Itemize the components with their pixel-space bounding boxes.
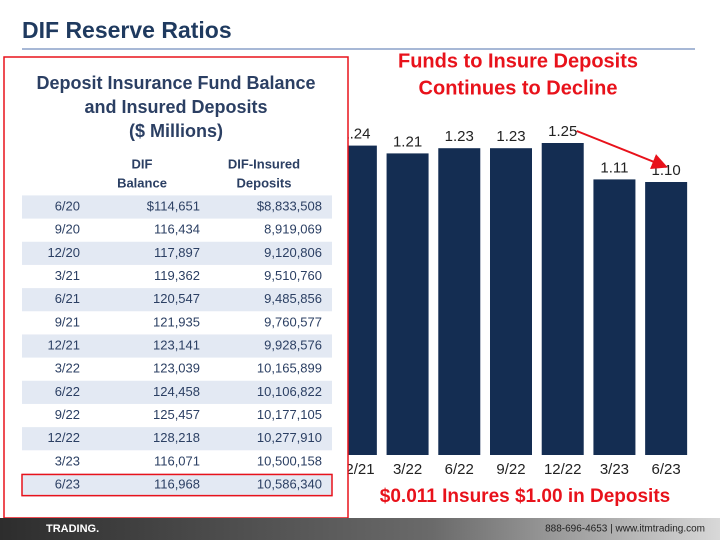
table-cell: 116,071 xyxy=(154,453,200,468)
table-title: Deposit Insurance Fund Balance xyxy=(36,73,315,93)
table-cell: 10,106,822 xyxy=(257,384,322,399)
table-cell: 12/21 xyxy=(47,337,80,352)
footer-contact: 888-696-4653 | www.itmtrading.com xyxy=(545,524,705,535)
table-cell: 6/20 xyxy=(55,198,80,213)
column-header: Balance xyxy=(117,175,167,190)
table-panel: Deposit Insurance Fund Balance and Insure… xyxy=(3,56,349,519)
value-label: 1.23 xyxy=(445,128,474,145)
slide-title: DIF Reserve Ratios xyxy=(22,17,232,43)
footer-bar xyxy=(0,518,720,540)
table-cell: 119,362 xyxy=(154,268,200,283)
table-cell: 121,935 xyxy=(153,314,200,329)
value-label: 1.11 xyxy=(600,159,628,176)
table-cell: 9/21 xyxy=(55,314,80,329)
table-cell: 128,218 xyxy=(153,430,200,445)
x-tick-label: 6/22 xyxy=(445,461,474,478)
value-label: 1.23 xyxy=(496,128,525,145)
table-cell: 6/21 xyxy=(55,291,80,306)
row-highlight xyxy=(21,473,333,497)
table-cell: 9,510,760 xyxy=(264,268,322,283)
x-tick-label: 9/22 xyxy=(496,461,525,478)
value-label: 1.10 xyxy=(652,162,681,179)
column-header: DIF xyxy=(132,156,153,171)
table-cell: 10,500,158 xyxy=(257,453,322,468)
bar xyxy=(645,182,688,455)
column-header: Deposits xyxy=(237,175,292,190)
table-cell: 9,760,577 xyxy=(264,314,322,329)
annotation: Funds to Insure Deposits xyxy=(398,50,638,72)
bar xyxy=(490,148,532,455)
table-cell: 3/21 xyxy=(55,268,80,283)
table-cell: 124,458 xyxy=(153,384,200,399)
row-shade xyxy=(22,427,332,451)
table-cell: 3/22 xyxy=(55,361,80,376)
bar xyxy=(438,148,481,455)
row-shade xyxy=(22,473,332,497)
row-shade xyxy=(22,241,332,265)
row-shade xyxy=(22,195,332,219)
table-cell: $114,651 xyxy=(147,198,200,213)
x-tick-label: 6/23 xyxy=(652,461,681,478)
table-title: ($ Millions) xyxy=(129,121,223,141)
row-shade xyxy=(22,380,332,404)
value-label: 1.25 xyxy=(548,123,577,140)
table-cell: 123,039 xyxy=(153,361,200,376)
table-cell: 6/22 xyxy=(55,384,80,399)
table-cell: 6/23 xyxy=(55,476,80,491)
table-cell: 9,120,806 xyxy=(264,245,322,260)
annotation: Continues to Decline xyxy=(419,77,618,99)
table-cell: 8,919,069 xyxy=(264,222,322,237)
bar xyxy=(386,153,429,455)
value-label: 1.21 xyxy=(393,133,422,150)
row-shade xyxy=(22,334,332,358)
table-cell: 9,485,856 xyxy=(264,291,322,306)
table-cell: 12/20 xyxy=(47,245,80,260)
table-cell: 9,928,576 xyxy=(264,337,322,352)
table-cell: 3/23 xyxy=(55,453,80,468)
table-cell: 12/22 xyxy=(47,430,80,445)
footer-logo: TRADING. xyxy=(46,523,99,535)
table-cell: $8,833,508 xyxy=(257,198,322,213)
column-header: DIF-Insured xyxy=(228,156,300,171)
table-cell: 9/22 xyxy=(55,407,80,422)
table-cell: 123,141 xyxy=(153,337,200,352)
table-cell: 10,165,899 xyxy=(257,361,322,376)
table-cell: 116,434 xyxy=(154,222,200,237)
bar xyxy=(593,179,636,455)
table-cell: 10,177,105 xyxy=(257,407,322,422)
bar xyxy=(541,143,584,455)
table-cell: 120,547 xyxy=(153,291,200,306)
x-tick-label: 3/22 xyxy=(393,461,422,478)
bar-chart: 1.2412/211.213/221.236/221.239/221.2512/… xyxy=(334,50,688,507)
x-tick-label: 3/23 xyxy=(600,461,629,478)
table-title: and Insured Deposits xyxy=(84,97,267,117)
table-cell: 125,457 xyxy=(153,407,200,422)
table-cell: 10,277,910 xyxy=(257,430,322,445)
trend-arrow xyxy=(576,130,668,169)
x-tick-label: 12/22 xyxy=(544,461,582,478)
table-cell: 117,897 xyxy=(154,245,200,260)
annotation: $0.011 Insures $1.00 in Deposits xyxy=(380,486,670,507)
table-cell: 10,586,340 xyxy=(257,476,322,491)
row-shade xyxy=(22,288,332,312)
table-cell: 116,968 xyxy=(154,476,200,491)
table-cell: 9/20 xyxy=(55,222,80,237)
